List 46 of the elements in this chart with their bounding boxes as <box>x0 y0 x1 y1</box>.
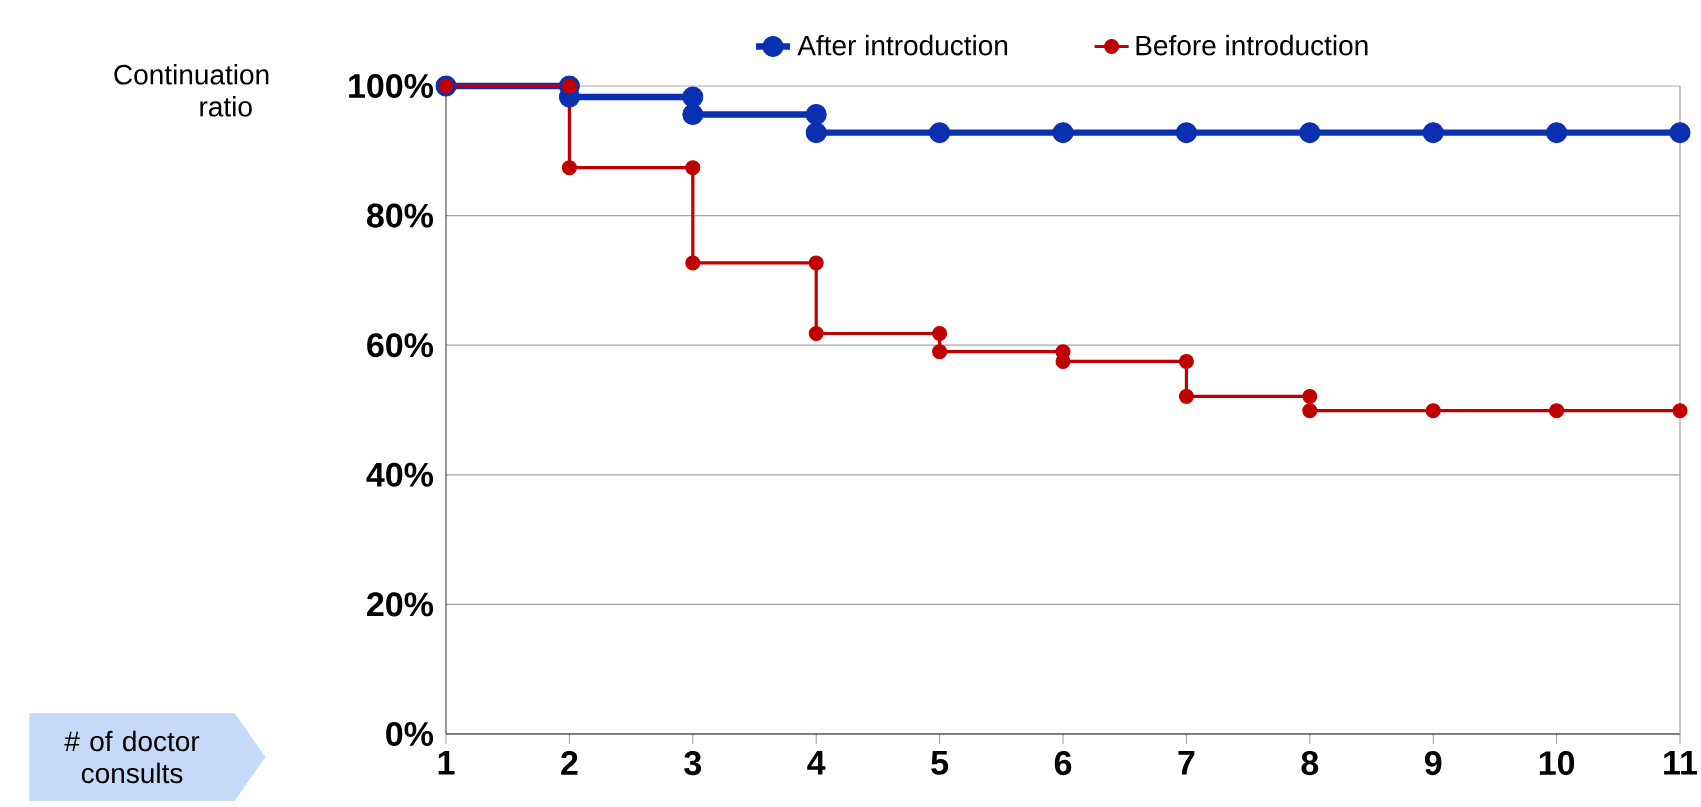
x-tick-label: 7 <box>1178 751 1195 775</box>
point <box>1299 122 1321 144</box>
point <box>1175 122 1197 144</box>
x-tick-label: 2 <box>561 751 578 775</box>
x-tick-label: 8 <box>1301 751 1319 776</box>
point <box>682 104 704 125</box>
y-tick-label: 100% <box>349 73 434 99</box>
point <box>1052 122 1074 144</box>
point <box>685 255 701 271</box>
x-tick-label: 1 <box>438 751 455 775</box>
x-tick-label: 10 <box>1539 751 1575 776</box>
point <box>932 344 948 360</box>
point <box>805 122 827 144</box>
y-tick-label: 80% <box>366 203 434 228</box>
legend-label: Before introduction <box>1136 34 1368 56</box>
point <box>932 326 948 342</box>
point <box>929 122 951 144</box>
point <box>1546 122 1568 144</box>
point <box>1302 403 1318 419</box>
x-tick-label: 5 <box>931 751 949 775</box>
point <box>808 326 824 342</box>
point <box>808 255 824 271</box>
x-tick-label: 9 <box>1424 751 1442 776</box>
y-tick-label: 60% <box>367 333 434 358</box>
point <box>682 86 704 108</box>
legend-label: After introduction <box>797 34 1008 56</box>
y-axis-title: Continuation ratio <box>114 64 269 117</box>
y-tick-label: 40% <box>366 462 434 487</box>
point <box>685 160 701 176</box>
point <box>1178 388 1194 404</box>
point <box>1672 403 1688 419</box>
point <box>1302 388 1318 404</box>
text: # of doctor consults <box>64 730 200 784</box>
x-tick-label: 6 <box>1054 751 1072 776</box>
point <box>1425 403 1441 419</box>
x-tick-label: 11 <box>1664 751 1698 775</box>
y-tick-label: 0% <box>386 721 434 747</box>
point <box>1549 403 1565 419</box>
x-tick-label: 4 <box>807 751 826 775</box>
point <box>561 160 577 176</box>
point <box>1178 353 1194 369</box>
point <box>805 104 827 125</box>
point <box>1422 122 1444 144</box>
y-tick-label: 20% <box>367 592 434 617</box>
x-tick-label: 3 <box>684 751 702 776</box>
point <box>1669 122 1691 144</box>
